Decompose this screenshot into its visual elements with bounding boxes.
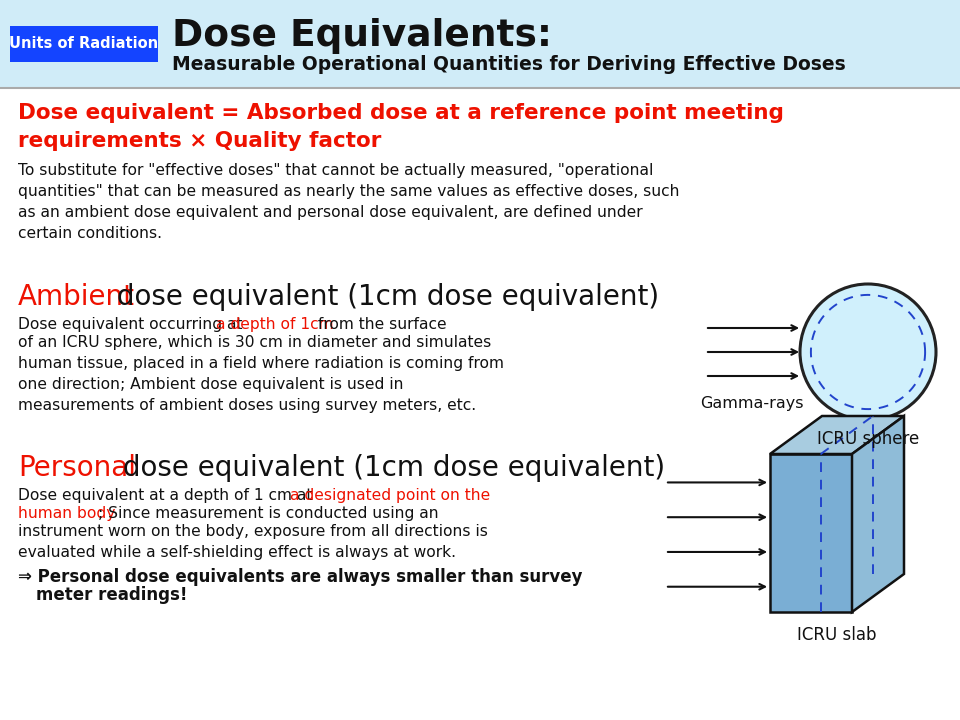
Text: ⇒ Personal dose equivalents are always smaller than survey: ⇒ Personal dose equivalents are always s… [18, 568, 583, 586]
Text: dose equivalent (1cm dose equivalent): dose equivalent (1cm dose equivalent) [114, 454, 665, 482]
Polygon shape [852, 416, 904, 612]
Text: human body: human body [18, 506, 115, 521]
Polygon shape [770, 416, 904, 454]
Bar [0, 0, 960, 88]
Text: Dose equivalent = Absorbed dose at a reference point meeting: Dose equivalent = Absorbed dose at a ref… [18, 103, 784, 123]
Text: ; Since measurement is conducted using an: ; Since measurement is conducted using a… [98, 506, 439, 521]
Bar [10, 26, 158, 62]
Text: Dose Equivalents:: Dose Equivalents: [172, 18, 552, 54]
Text: requirements × Quality factor: requirements × Quality factor [18, 131, 381, 151]
Text: To substitute for "effective doses" that cannot be actually measured, "operation: To substitute for "effective doses" that… [18, 163, 680, 241]
Text: a designated point on the: a designated point on the [290, 488, 491, 503]
Text: meter readings!: meter readings! [36, 586, 187, 604]
Text: ICRU sphere: ICRU sphere [817, 430, 919, 448]
Text: of an ICRU sphere, which is 30 cm in diameter and simulates
human tissue, placed: of an ICRU sphere, which is 30 cm in dia… [18, 335, 504, 413]
Text: dose equivalent (1cm dose equivalent): dose equivalent (1cm dose equivalent) [108, 283, 660, 311]
Polygon shape [770, 454, 852, 612]
Text: Personal: Personal [18, 454, 136, 482]
Text: Measurable Operational Quantities for Deriving Effective Doses: Measurable Operational Quantities for De… [172, 55, 846, 74]
Text: Ambient: Ambient [18, 283, 135, 311]
Text: Gamma-rays: Gamma-rays [700, 396, 804, 411]
Text: ICRU slab: ICRU slab [797, 626, 876, 644]
Text: Units of Radiation: Units of Radiation [10, 37, 158, 52]
Text: a depth of 1cm: a depth of 1cm [216, 317, 334, 332]
Text: Dose equivalent at a depth of 1 cm at: Dose equivalent at a depth of 1 cm at [18, 488, 317, 503]
Text: Dose equivalent occurring at: Dose equivalent occurring at [18, 317, 248, 332]
Text: from the surface: from the surface [313, 317, 446, 332]
Text: instrument worn on the body, exposure from all directions is
evaluated while a s: instrument worn on the body, exposure fr… [18, 524, 488, 560]
Circle shape [800, 284, 936, 420]
